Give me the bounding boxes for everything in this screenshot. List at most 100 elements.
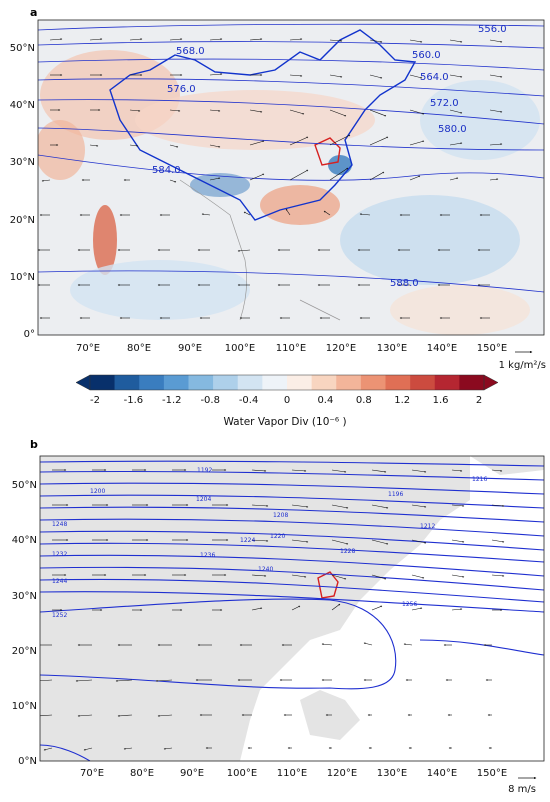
panel-b-label: b <box>30 438 38 451</box>
colorbar-cell <box>237 375 263 390</box>
contour-label-572: 572.0 <box>430 98 459 109</box>
contour-label-1208: 1208 <box>273 512 288 519</box>
panel-b-lon-tick: 80°E <box>130 768 154 779</box>
contour-label-1244: 1244 <box>52 578 67 585</box>
colorbar-cells <box>75 374 499 391</box>
colorbar-tick-label: -1.2 <box>162 395 182 406</box>
contour-label-580: 580.0 <box>438 124 467 135</box>
panel-b-vectors <box>40 469 505 751</box>
contour-label-1216: 1216 <box>472 476 487 483</box>
colorbar-cell <box>360 375 386 390</box>
contour-label-564: 564.0 <box>420 72 449 83</box>
panel-a-lon-tick: 70°E <box>76 343 100 354</box>
panel-a-lat-tick: 0° <box>24 329 35 340</box>
colorbar-ticks: -2 -1.6 -1.2 -0.8 -0.4 0 0.4 0.8 1.2 1.6 2 <box>90 395 482 406</box>
panel-b-reference-label: 8 m/s <box>508 784 536 795</box>
colorbar-cell <box>114 375 140 390</box>
contour-label-576: 576.0 <box>167 84 196 95</box>
panel-b-lat-tick: 40°N <box>12 535 37 546</box>
contour-label-568: 568.0 <box>176 46 205 57</box>
panel-b-lat-tick: 30°N <box>12 591 37 602</box>
panel-a-lon-tick: 90°E <box>178 343 202 354</box>
contour-label-1236: 1236 <box>200 552 215 559</box>
colorbar-cell <box>90 375 115 390</box>
colorbar-extend-high <box>483 374 499 391</box>
panel-a-lon-tick: 140°E <box>427 343 457 354</box>
panel-a-lat-tick: 30°N <box>10 157 35 168</box>
colorbar-tick-label: -0.8 <box>200 395 220 406</box>
colorbar-tick-label: 0 <box>284 395 290 406</box>
contour-label-1252: 1252 <box>52 612 67 619</box>
panel-b-lon-tick: 120°E <box>327 768 357 779</box>
contour-label-1256: 1256 <box>402 601 417 608</box>
colorbar-tick-label: -2 <box>90 395 100 406</box>
colorbar-cell <box>410 375 436 390</box>
panel-b-lon-tick: 140°E <box>427 768 457 779</box>
contour-label-1248: 1248 <box>52 521 67 528</box>
colorbar-tick-label: 2 <box>476 395 482 406</box>
contour-label-1200: 1200 <box>90 488 105 495</box>
panel-b-lon-tick: 150°E <box>477 768 507 779</box>
contour-label-584: 584.0 <box>152 165 181 176</box>
panel-a-field <box>38 20 544 335</box>
contour-label-1224: 1224 <box>240 537 255 544</box>
colorbar-cell <box>434 375 460 390</box>
colorbar-cell <box>262 375 288 390</box>
colorbar-tick-label: 0.4 <box>317 395 333 406</box>
colorbar-tick-label: 0.8 <box>356 395 372 406</box>
panel-b-lon-tick: 110°E <box>277 768 307 779</box>
colorbar-cell <box>385 375 411 390</box>
colorbar-tick-label: 1.2 <box>394 395 410 406</box>
contour-label-1204: 1204 <box>196 496 211 503</box>
colorbar-frame <box>89 374 485 391</box>
panel-a-label: a <box>30 6 37 19</box>
panel-b-lat-tick: 20°N <box>12 646 37 657</box>
panel-a: a <box>10 6 546 428</box>
colorbar-cell <box>163 375 189 390</box>
panel-a-lon-tick: 150°E <box>477 343 507 354</box>
panel-a-lat-tick: 20°N <box>10 215 35 226</box>
colorbar-cell <box>336 375 362 390</box>
panel-b-lon-tick: 70°E <box>80 768 104 779</box>
contour-label-588: 588.0 <box>390 278 419 289</box>
contour-label-1196: 1196 <box>388 491 403 498</box>
panel-a-lon-tick: 130°E <box>377 343 407 354</box>
panel-b-lat-tick: 50°N <box>12 480 37 491</box>
colorbar-tick-label: -0.4 <box>239 395 259 406</box>
panel-a-vectors <box>38 38 503 319</box>
contour-label-556: 556.0 <box>478 24 507 35</box>
panel-b-lat-tick: 0°N <box>18 756 37 767</box>
panel-a-lon-tick: 110°E <box>276 343 306 354</box>
panel-b: b <box>12 438 545 795</box>
panel-b-lat-tick: 10°N <box>12 701 37 712</box>
colorbar-extend-low <box>75 374 91 391</box>
colorbar-cell <box>311 375 337 390</box>
panel-b-lon-tick: 90°E <box>180 768 204 779</box>
contour-label-1228: 1228 <box>340 548 355 555</box>
colorbar-tick-label: 1.6 <box>433 395 449 406</box>
panel-a-colorbar: -2 -1.6 -1.2 -0.8 -0.4 0 0.4 0.8 1.2 1.6 2 Water V… <box>75 374 499 428</box>
panel-a-reference-label: 1 kg/m²/s <box>499 360 546 371</box>
panel-a-lat-tick: 10°N <box>10 272 35 283</box>
colorbar-cell <box>188 375 214 390</box>
panel-b-field <box>40 456 544 761</box>
colorbar-cell <box>287 375 312 390</box>
colorbar-cell <box>459 375 485 390</box>
contour-label-560: 560.0 <box>412 50 441 61</box>
panel-a-lon-tick: 120°E <box>326 343 356 354</box>
panel-a-lon-tick: 100°E <box>225 343 255 354</box>
colorbar-tick-label: -1.6 <box>124 395 144 406</box>
colorbar-cell <box>139 375 165 390</box>
panel-a-lat-tick: 40°N <box>10 100 35 111</box>
contour-label-1240: 1240 <box>258 566 273 573</box>
panel-a-lon-tick: 80°E <box>127 343 151 354</box>
contour-label-1220: 1220 <box>270 533 285 540</box>
colorbar-title: Water Vapor Div (10⁻⁶ ) <box>223 416 346 428</box>
panel-a-lat-tick: 50°N <box>10 43 35 54</box>
contour-label-1232: 1232 <box>52 551 67 558</box>
contour-label-1192: 1192 <box>197 467 212 474</box>
contour-label-1212: 1212 <box>420 523 435 530</box>
panel-b-lon-tick: 100°E <box>227 768 257 779</box>
colorbar-cell <box>213 375 239 390</box>
